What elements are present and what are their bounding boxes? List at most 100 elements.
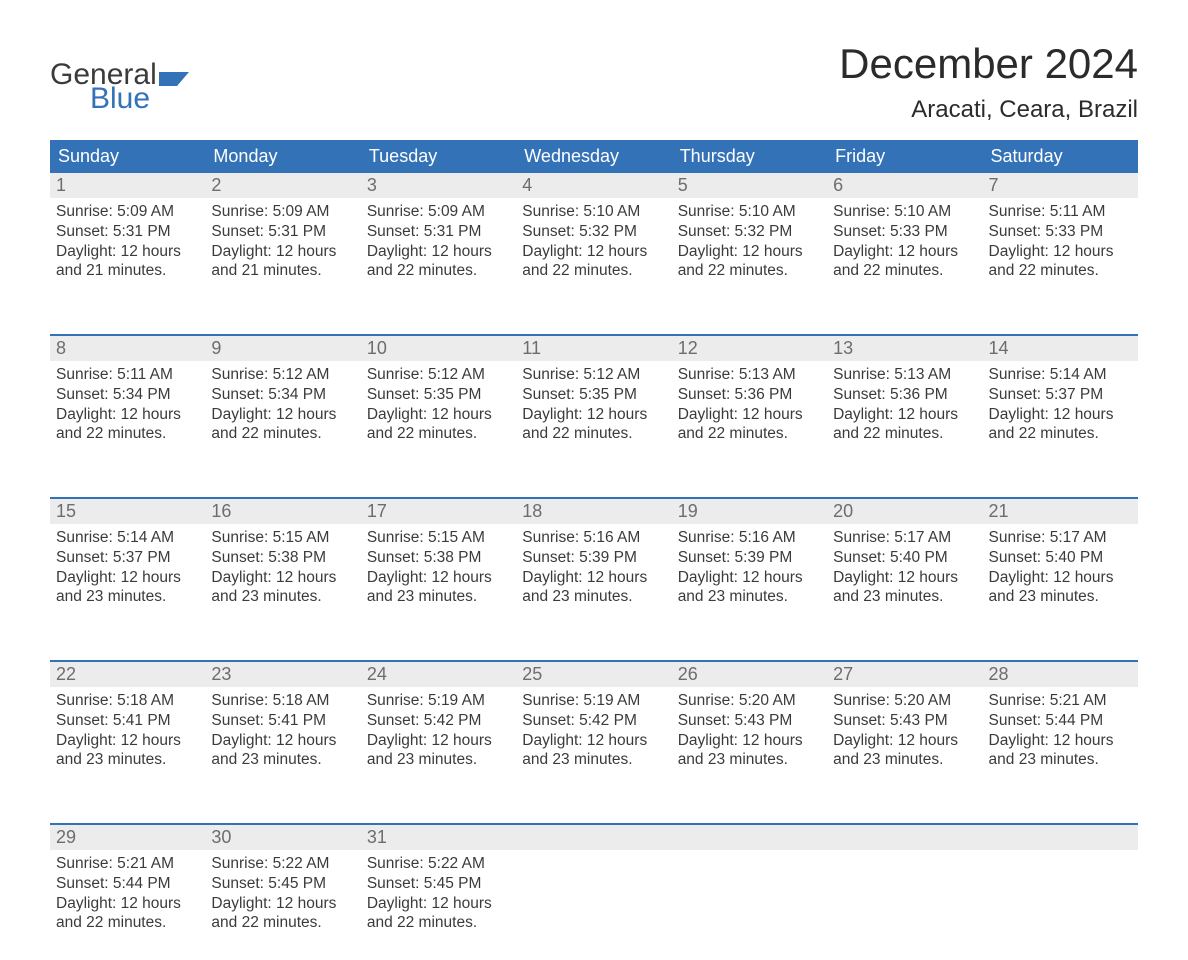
- day-number: 20: [827, 499, 982, 524]
- day-cell: Sunrise: 5:20 AMSunset: 5:43 PMDaylight:…: [827, 687, 982, 797]
- day-cell: Sunrise: 5:10 AMSunset: 5:32 PMDaylight:…: [672, 198, 827, 308]
- day-number: 24: [361, 662, 516, 687]
- day-number: 5: [672, 173, 827, 198]
- day-body: Sunrise: 5:17 AMSunset: 5:40 PMDaylight:…: [827, 524, 982, 611]
- day-day2: and 22 minutes.: [833, 261, 976, 281]
- day-day2: and 22 minutes.: [211, 913, 354, 933]
- day-cell: Sunrise: 5:16 AMSunset: 5:39 PMDaylight:…: [672, 524, 827, 634]
- day-cell: Sunrise: 5:09 AMSunset: 5:31 PMDaylight:…: [50, 198, 205, 308]
- day-day1: Daylight: 12 hours: [833, 568, 976, 588]
- day-body: Sunrise: 5:09 AMSunset: 5:31 PMDaylight:…: [50, 198, 205, 285]
- day-day2: and 23 minutes.: [367, 750, 510, 770]
- day-cell: Sunrise: 5:22 AMSunset: 5:45 PMDaylight:…: [361, 850, 516, 960]
- daynum-strip: 1234567: [50, 173, 1138, 198]
- day-sunrise: Sunrise: 5:19 AM: [367, 691, 510, 711]
- day-number: 28: [983, 662, 1138, 687]
- day-cell: Sunrise: 5:12 AMSunset: 5:35 PMDaylight:…: [361, 361, 516, 471]
- day-number: 13: [827, 336, 982, 361]
- day-body: Sunrise: 5:15 AMSunset: 5:38 PMDaylight:…: [205, 524, 360, 611]
- day-cell: Sunrise: 5:09 AMSunset: 5:31 PMDaylight:…: [361, 198, 516, 308]
- week-row: Sunrise: 5:09 AMSunset: 5:31 PMDaylight:…: [50, 198, 1138, 308]
- daynum-strip: 15161718192021: [50, 499, 1138, 524]
- day-sunrise: Sunrise: 5:12 AM: [522, 365, 665, 385]
- day-day2: and 23 minutes.: [211, 750, 354, 770]
- day-cell: Sunrise: 5:12 AMSunset: 5:34 PMDaylight:…: [205, 361, 360, 471]
- day-number: 18: [516, 499, 671, 524]
- day-cell: Sunrise: 5:18 AMSunset: 5:41 PMDaylight:…: [205, 687, 360, 797]
- day-sunset: Sunset: 5:33 PM: [989, 222, 1132, 242]
- day-body: Sunrise: 5:20 AMSunset: 5:43 PMDaylight:…: [827, 687, 982, 774]
- logo: General Blue: [50, 40, 193, 114]
- day-day1: Daylight: 12 hours: [211, 242, 354, 262]
- day-day2: and 23 minutes.: [833, 587, 976, 607]
- day-sunrise: Sunrise: 5:09 AM: [367, 202, 510, 222]
- day-sunrise: Sunrise: 5:10 AM: [522, 202, 665, 222]
- day-body: Sunrise: 5:13 AMSunset: 5:36 PMDaylight:…: [672, 361, 827, 448]
- day-day1: Daylight: 12 hours: [989, 405, 1132, 425]
- day-sunrise: Sunrise: 5:18 AM: [56, 691, 199, 711]
- day-sunrise: Sunrise: 5:22 AM: [211, 854, 354, 874]
- day-body: Sunrise: 5:18 AMSunset: 5:41 PMDaylight:…: [50, 687, 205, 774]
- day-sunset: Sunset: 5:31 PM: [56, 222, 199, 242]
- day-sunset: Sunset: 5:36 PM: [833, 385, 976, 405]
- day-number: 7: [983, 173, 1138, 198]
- day-day2: and 23 minutes.: [989, 750, 1132, 770]
- day-number: 3: [361, 173, 516, 198]
- day-body: Sunrise: 5:19 AMSunset: 5:42 PMDaylight:…: [361, 687, 516, 774]
- day-number: 16: [205, 499, 360, 524]
- day-number: 11: [516, 336, 671, 361]
- day-cell: Sunrise: 5:10 AMSunset: 5:33 PMDaylight:…: [827, 198, 982, 308]
- day-day1: Daylight: 12 hours: [833, 405, 976, 425]
- day-sunrise: Sunrise: 5:20 AM: [678, 691, 821, 711]
- day-day1: Daylight: 12 hours: [56, 242, 199, 262]
- day-day2: and 22 minutes.: [367, 261, 510, 281]
- day-day1: Daylight: 12 hours: [367, 568, 510, 588]
- weekday-monday: Monday: [205, 140, 360, 173]
- day-sunset: Sunset: 5:38 PM: [367, 548, 510, 568]
- day-day2: and 23 minutes.: [678, 587, 821, 607]
- day-body: Sunrise: 5:15 AMSunset: 5:38 PMDaylight:…: [361, 524, 516, 611]
- day-day2: and 23 minutes.: [211, 587, 354, 607]
- day-cell: Sunrise: 5:10 AMSunset: 5:32 PMDaylight:…: [516, 198, 671, 308]
- day-sunset: Sunset: 5:41 PM: [56, 711, 199, 731]
- day-body: Sunrise: 5:09 AMSunset: 5:31 PMDaylight:…: [205, 198, 360, 285]
- day-number: 10: [361, 336, 516, 361]
- weekday-thursday: Thursday: [672, 140, 827, 173]
- day-day1: Daylight: 12 hours: [522, 405, 665, 425]
- day-cell: [672, 850, 827, 960]
- day-day1: Daylight: 12 hours: [522, 731, 665, 751]
- day-body: Sunrise: 5:14 AMSunset: 5:37 PMDaylight:…: [983, 361, 1138, 448]
- day-day2: and 22 minutes.: [211, 424, 354, 444]
- day-sunrise: Sunrise: 5:14 AM: [56, 528, 199, 548]
- calendar: Sunday Monday Tuesday Wednesday Thursday…: [50, 140, 1138, 960]
- day-sunset: Sunset: 5:45 PM: [211, 874, 354, 894]
- day-number: 2: [205, 173, 360, 198]
- day-day1: Daylight: 12 hours: [989, 568, 1132, 588]
- week-row: Sunrise: 5:14 AMSunset: 5:37 PMDaylight:…: [50, 524, 1138, 634]
- day-sunset: Sunset: 5:38 PM: [211, 548, 354, 568]
- day-sunrise: Sunrise: 5:15 AM: [211, 528, 354, 548]
- day-day1: Daylight: 12 hours: [211, 731, 354, 751]
- day-number: 17: [361, 499, 516, 524]
- day-sunrise: Sunrise: 5:17 AM: [833, 528, 976, 548]
- day-sunset: Sunset: 5:37 PM: [989, 385, 1132, 405]
- title-block: December 2024 Aracati, Ceara, Brazil: [839, 40, 1138, 124]
- day-day1: Daylight: 12 hours: [678, 731, 821, 751]
- day-body: Sunrise: 5:19 AMSunset: 5:42 PMDaylight:…: [516, 687, 671, 774]
- day-day1: Daylight: 12 hours: [56, 405, 199, 425]
- day-sunset: Sunset: 5:39 PM: [678, 548, 821, 568]
- day-day2: and 23 minutes.: [56, 587, 199, 607]
- day-cell: Sunrise: 5:12 AMSunset: 5:35 PMDaylight:…: [516, 361, 671, 471]
- week-row: Sunrise: 5:11 AMSunset: 5:34 PMDaylight:…: [50, 361, 1138, 471]
- day-number: 19: [672, 499, 827, 524]
- day-cell: Sunrise: 5:21 AMSunset: 5:44 PMDaylight:…: [50, 850, 205, 960]
- day-sunset: Sunset: 5:44 PM: [56, 874, 199, 894]
- day-day2: and 23 minutes.: [522, 587, 665, 607]
- day-day2: and 22 minutes.: [367, 424, 510, 444]
- day-cell: Sunrise: 5:14 AMSunset: 5:37 PMDaylight:…: [983, 361, 1138, 471]
- day-cell: Sunrise: 5:13 AMSunset: 5:36 PMDaylight:…: [672, 361, 827, 471]
- day-sunset: Sunset: 5:36 PM: [678, 385, 821, 405]
- day-day2: and 23 minutes.: [678, 750, 821, 770]
- day-body: Sunrise: 5:12 AMSunset: 5:34 PMDaylight:…: [205, 361, 360, 448]
- daynum-strip: 22232425262728: [50, 662, 1138, 687]
